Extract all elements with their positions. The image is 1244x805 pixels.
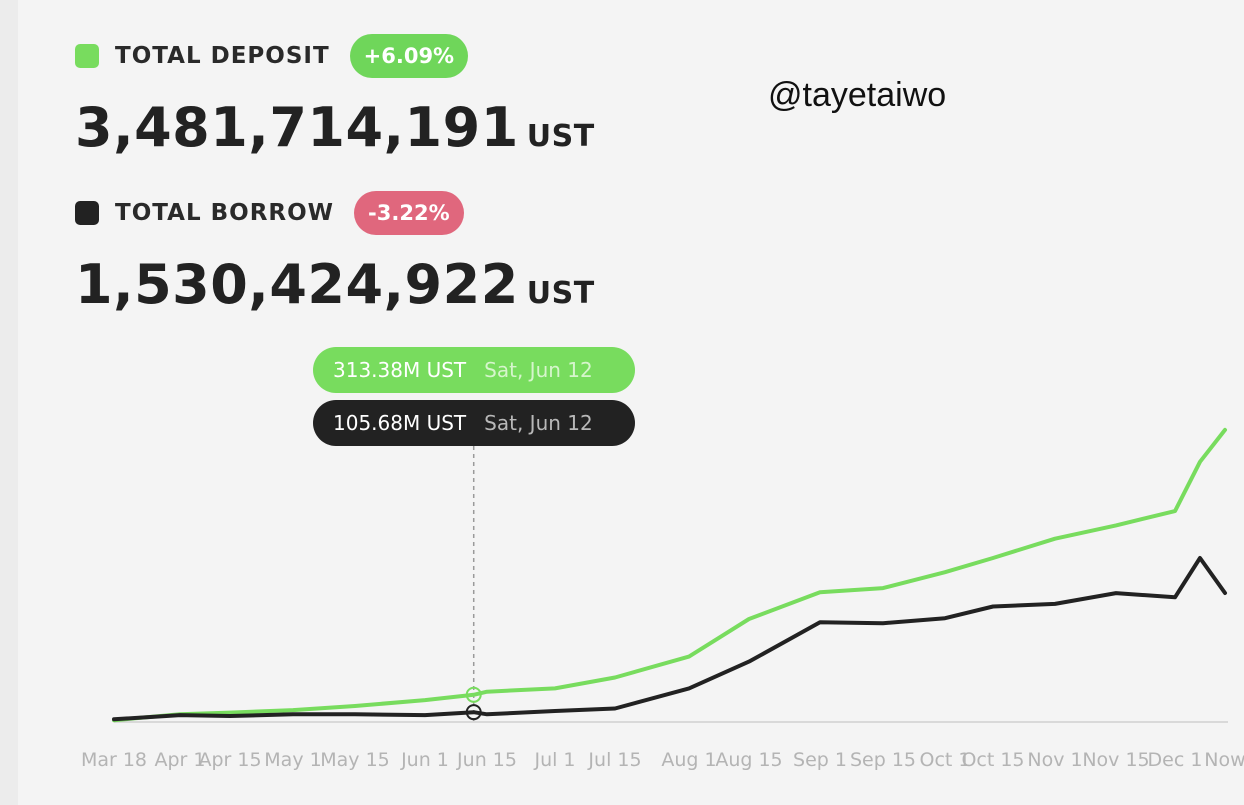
x-tick-label: Jul 1 (533, 749, 575, 771)
x-tick-label: Nov 1 (1027, 749, 1082, 771)
x-tick-label: Sep 1 (793, 749, 847, 771)
deposit-hover-point (465, 686, 482, 703)
x-tick-label: Aug 15 (715, 749, 782, 771)
deposit-label: TOTAL DEPOSIT (115, 43, 330, 69)
borrow-total: 1,530,424,922 UST (75, 253, 595, 316)
borrow-change-badge: -3.22% (354, 191, 464, 235)
borrow-label: TOTAL BORROW (115, 200, 335, 226)
x-tick-label: Jun 15 (456, 749, 517, 771)
deposit-tooltip: 313.38M UST Sat, Jun 12 (313, 347, 635, 393)
x-tick-label: Now (1204, 749, 1244, 771)
x-tick-label: Oct 1 (920, 749, 971, 771)
deposit-series-line[interactable] (112, 427, 1227, 723)
x-tick-label: May 1 (264, 749, 321, 771)
deposit-total: 3,481,714,191 UST (75, 96, 595, 159)
x-tick-label: Nov 15 (1082, 749, 1149, 771)
deposit-header: TOTAL DEPOSIT +6.09% (75, 34, 469, 78)
deposit-unit: UST (526, 119, 595, 154)
borrow-value: 1,530,424,922 (75, 253, 519, 316)
borrow-series-line[interactable] (112, 556, 1227, 722)
deposit-tooltip-date: Sat, Jun 12 (484, 358, 593, 382)
borrow-hover-point (465, 704, 482, 721)
deposit-tooltip-value: 313.38M UST (333, 358, 467, 382)
deposit-change-badge: +6.09% (349, 34, 469, 78)
borrow-header: TOTAL BORROW -3.22% (75, 191, 464, 235)
borrow-unit: UST (526, 276, 595, 311)
borrow-tooltip-value: 105.68M UST (333, 411, 467, 435)
x-tick-label: Oct 15 (961, 749, 1024, 771)
borrow-tooltip-date: Sat, Jun 12 (484, 411, 593, 435)
x-tick-label: Sep 15 (850, 749, 916, 771)
deposit-value: 3,481,714,191 (75, 96, 519, 159)
borrow-legend-swatch (75, 201, 99, 225)
dashboard-card (18, 0, 1244, 805)
deposit-legend-swatch (75, 44, 99, 68)
x-tick-label: Jul 15 (587, 749, 641, 771)
x-tick-label: Aug 1 (661, 749, 716, 771)
borrow-tooltip: 105.68M UST Sat, Jun 12 (313, 400, 635, 446)
x-tick-label: Jun 1 (400, 749, 449, 771)
watermark-text: @tayetaiwo (768, 76, 947, 114)
x-tick-label: Mar 18 (81, 749, 147, 771)
x-tick-label: Dec 1 (1148, 749, 1203, 771)
x-tick-label: Apr 1 (155, 749, 206, 771)
x-tick-label: May 15 (320, 749, 390, 771)
x-tick-label: Apr 15 (198, 749, 261, 771)
